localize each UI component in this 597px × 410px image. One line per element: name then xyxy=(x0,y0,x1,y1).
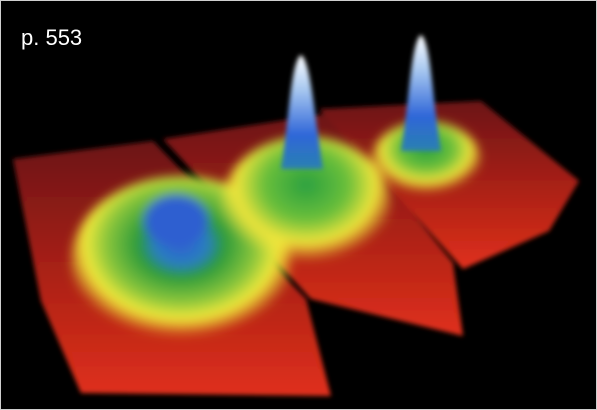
left-center xyxy=(144,195,208,247)
middle-peak xyxy=(281,55,323,169)
page-label: p. 553 xyxy=(21,25,82,51)
velocity-distribution-image xyxy=(1,1,596,409)
image-frame: p. 553 xyxy=(0,0,597,410)
right-peak xyxy=(401,35,441,151)
